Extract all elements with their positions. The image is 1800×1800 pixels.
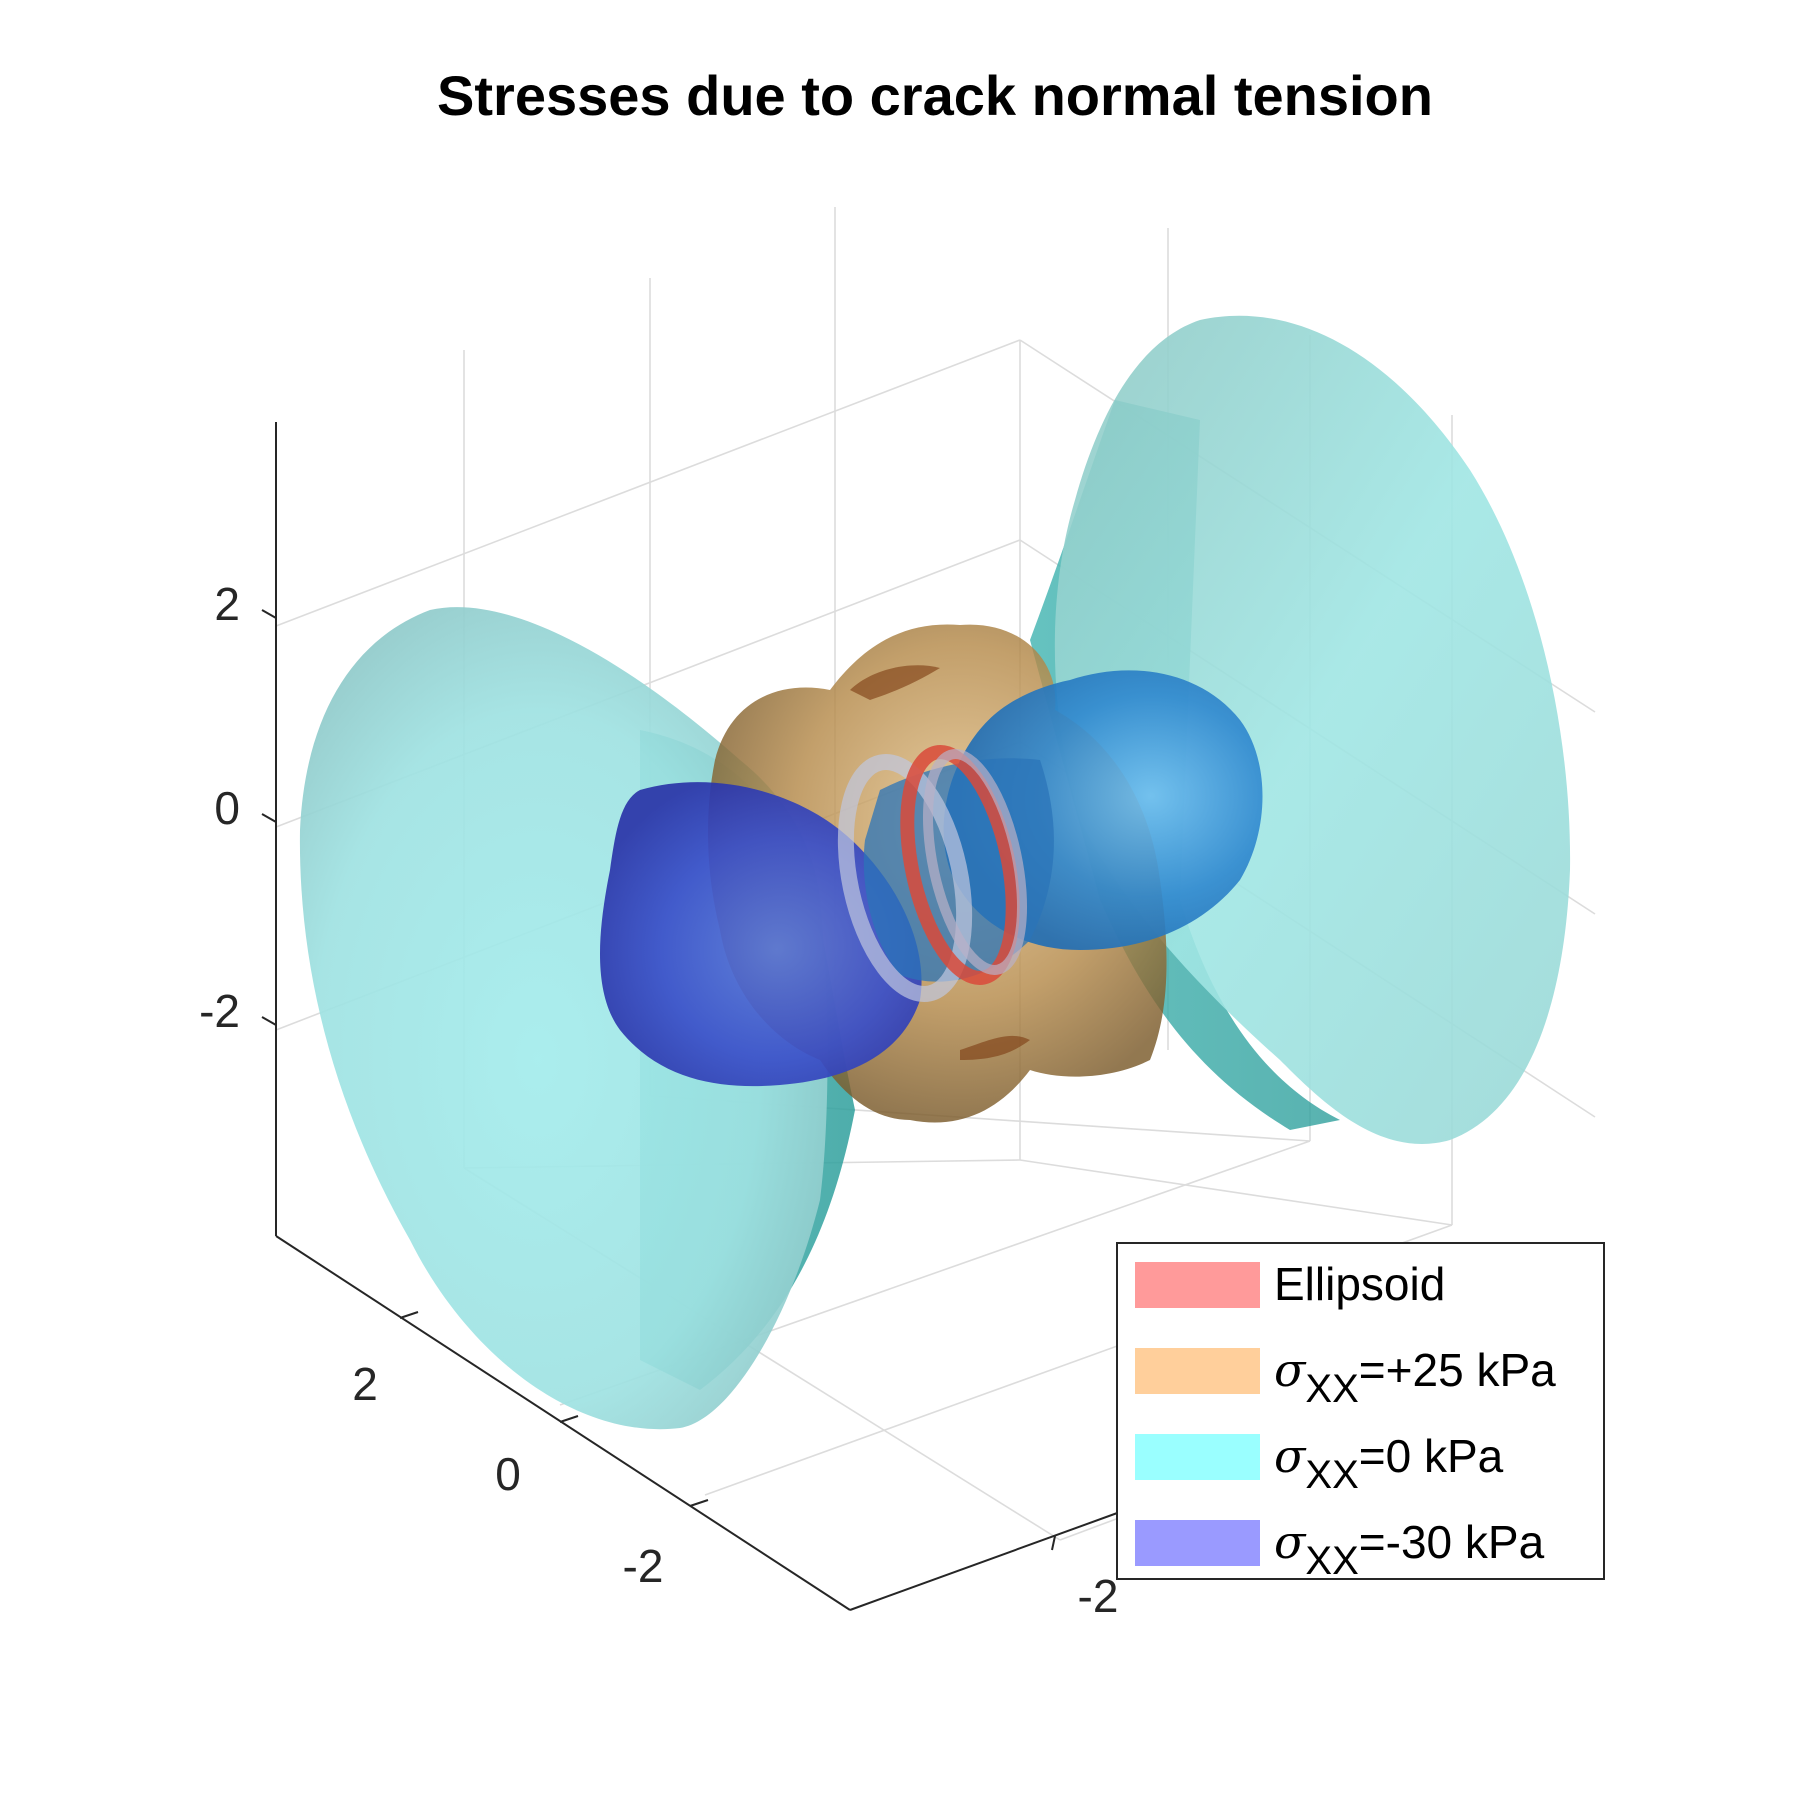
legend-label: Ellipsoid [1274,1258,1445,1310]
y-tick-label: -2 [623,1540,664,1592]
y-axis-line [275,1235,851,1611]
legend-swatch [1135,1520,1260,1566]
legend-swatch [1135,1434,1260,1480]
z-tick-labels: 2 0 -2 [199,578,240,1037]
x-axis-line [849,1511,1121,1611]
legend: Ellipsoid σXX=+25 kPa σXX=0 kPa σXX=-30 kPa [1116,1242,1605,1583]
surface-ellipsoid [837,745,1028,1002]
legend-entries: Ellipsoid σXX=+25 kPa σXX=0 kPa σXX=-30 kPa [1135,1258,1556,1583]
x-tick-labels: -2 [1078,1570,1119,1622]
legend-label: σXX=0 kPa [1274,1429,1504,1497]
legend-label: σXX=+25 kPa [1274,1343,1556,1411]
legend-swatch [1135,1348,1260,1394]
chart-title: Stresses due to crack normal tension [437,64,1433,127]
z-tick-label: 2 [214,578,240,630]
y-tick-label: 2 [352,1358,378,1410]
legend-swatch [1135,1262,1260,1308]
axes-lines [261,422,1121,1611]
z-tick-label: -2 [199,985,240,1037]
legend-label: σXX=-30 kPa [1274,1515,1545,1583]
isosurfaces [299,315,1571,1430]
x-tick-label: -2 [1078,1570,1119,1622]
y-tick-labels: 2 0 -2 [352,1358,663,1592]
z-tick-label: 0 [214,782,240,834]
y-tick-label: 0 [495,1448,521,1500]
